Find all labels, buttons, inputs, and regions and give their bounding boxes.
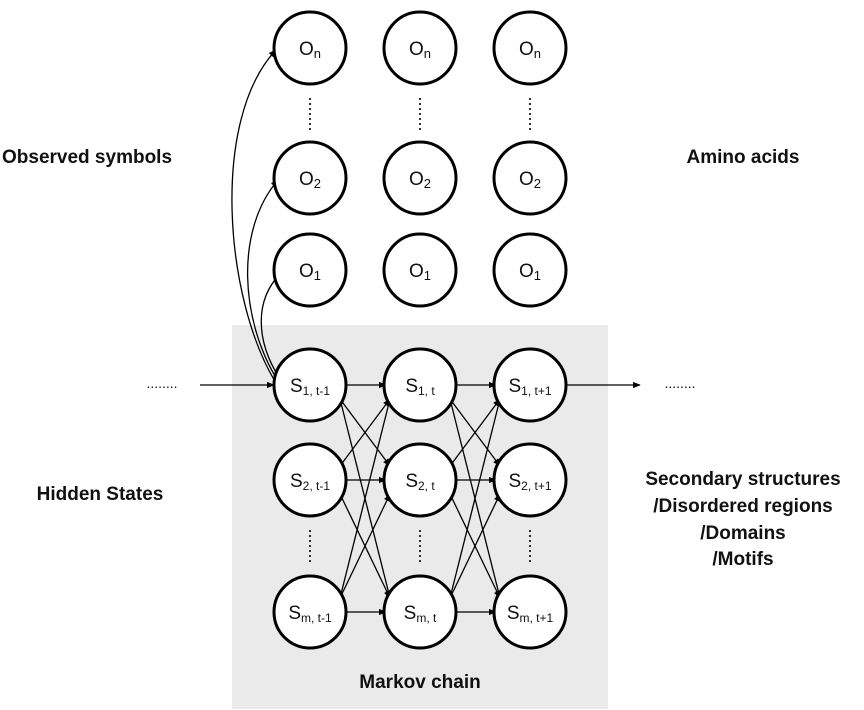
state-node-2-1-text: S2, t bbox=[405, 471, 435, 493]
observed-node-2-2-text: O2 bbox=[519, 169, 541, 191]
observed-node-1-2-circle bbox=[492, 232, 568, 308]
state-node-1-0-circle bbox=[272, 347, 348, 423]
observed-node-2-1-text: O2 bbox=[409, 169, 431, 191]
observed-node-1-1-circle bbox=[382, 232, 458, 308]
observed-node-1-0-circle bbox=[272, 232, 348, 308]
state-node-2-2-text: S2, t+1 bbox=[508, 471, 551, 493]
transition-0-1-0 bbox=[339, 398, 391, 467]
observed-node-2-1-circle bbox=[382, 140, 458, 216]
observed-node-1-0-text: O1 bbox=[299, 261, 321, 283]
markov-chain-label: Markov chain bbox=[359, 672, 480, 693]
state-node-2-0-text: S2, t-1 bbox=[290, 471, 330, 493]
emission-arrow-o1 bbox=[260, 273, 281, 380]
observed-node-n-0-circle bbox=[272, 10, 348, 86]
state-node-m-0-text: Sm, t-1 bbox=[288, 603, 332, 625]
observed-node-2-2-circle bbox=[492, 140, 568, 216]
state-node-2-2-circle bbox=[492, 442, 568, 518]
domains-label: /Domains bbox=[700, 523, 786, 544]
observed-node-n-2-circle bbox=[492, 10, 568, 86]
observed-node-1-0: O1 bbox=[272, 232, 348, 308]
left-ellipsis: ........ bbox=[146, 375, 177, 391]
state-node-1-1: S1, t bbox=[382, 347, 458, 423]
state-node-1-1-text: S1, t bbox=[405, 376, 435, 398]
state-node-2-0: S2, t-1 bbox=[272, 442, 348, 518]
observed-symbols-label: Observed symbols bbox=[2, 147, 172, 168]
state-node-m-2-circle bbox=[492, 574, 568, 650]
edges-layer bbox=[200, 49, 641, 616]
state-node-1-1-circle bbox=[382, 347, 458, 423]
state-node-m-0: Sm, t-1 bbox=[272, 574, 348, 650]
observed-node-1-1: O1 bbox=[382, 232, 458, 308]
hidden-states-label: Hidden States bbox=[37, 484, 164, 505]
emission-arrow-o2 bbox=[246, 179, 279, 382]
observed-node-2-0: O2 bbox=[272, 140, 348, 216]
right-ellipsis: ........ bbox=[664, 375, 695, 391]
observed-node-2-1: O2 bbox=[382, 140, 458, 216]
observed-node-2-0-text: O2 bbox=[299, 169, 321, 191]
state-node-2-1-circle bbox=[382, 442, 458, 518]
state-node-m-1: Sm, t bbox=[382, 574, 458, 650]
observed-node-1-2: O1 bbox=[492, 232, 568, 308]
observed-node-2-0-circle bbox=[272, 140, 348, 216]
state-node-m-0-circle bbox=[272, 574, 348, 650]
state-node-m-1-text: Sm, t bbox=[404, 603, 437, 625]
motifs-label: /Motifs bbox=[712, 549, 773, 570]
state-node-1-2-circle bbox=[492, 347, 568, 423]
state-node-1-2: S1, t+1 bbox=[492, 347, 568, 423]
observed-node-n-0: On bbox=[272, 10, 348, 86]
observed-node-1-1-text: O1 bbox=[409, 261, 431, 283]
state-node-m-2: Sm, t+1 bbox=[492, 574, 568, 650]
state-node-1-0-text: S1, t-1 bbox=[290, 376, 330, 398]
observed-node-1-2-text: O1 bbox=[519, 261, 541, 283]
observed-node-n-2: On bbox=[492, 10, 568, 86]
state-node-2-2: S2, t+1 bbox=[492, 442, 568, 518]
transition-1-2-1 bbox=[449, 493, 501, 599]
observed-node-n-0-text: On bbox=[299, 39, 321, 61]
transition-1-2-0 bbox=[449, 398, 502, 599]
state-node-m-1-circle bbox=[382, 574, 458, 650]
nodes-layer: On On On O2 O2 O2 O1 O1 O1 S1, t-1 S1, t S1, t+1 S2,… bbox=[272, 10, 568, 650]
state-node-1-2-text: S1, t+1 bbox=[508, 376, 551, 398]
state-node-1-0: S1, t-1 bbox=[272, 347, 348, 423]
observed-node-n-1-circle bbox=[382, 10, 458, 86]
observed-node-n-1-text: On bbox=[409, 39, 431, 61]
observed-node-n-2-text: On bbox=[519, 39, 541, 61]
transition-0-2-1 bbox=[339, 493, 391, 599]
amino-acids-label: Amino acids bbox=[687, 147, 800, 168]
state-node-2-1: S2, t bbox=[382, 442, 458, 518]
state-node-m-2-text: Sm, t+1 bbox=[507, 603, 554, 625]
observed-node-n-1: On bbox=[382, 10, 458, 86]
transition-0-2-0 bbox=[339, 398, 392, 599]
secondary-structures-label: Secondary structures bbox=[645, 469, 840, 490]
emission-arrow-on bbox=[231, 49, 277, 384]
observed-node-2-2: O2 bbox=[492, 140, 568, 216]
state-node-2-0-circle bbox=[272, 442, 348, 518]
disordered-regions-label: /Disordered regions bbox=[653, 496, 833, 517]
transition-1-1-0 bbox=[449, 398, 501, 467]
